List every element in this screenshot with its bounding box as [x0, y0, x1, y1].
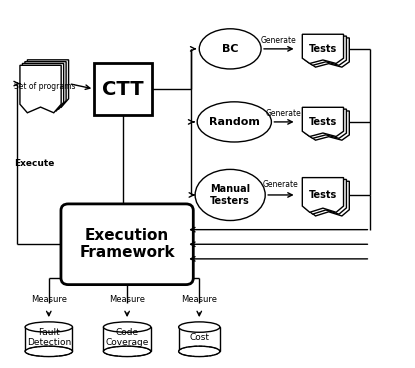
Text: CTT: CTT [102, 79, 144, 99]
Text: Manual
Testers: Manual Testers [210, 184, 250, 206]
Text: BC: BC [222, 44, 239, 54]
Text: Tests: Tests [309, 44, 337, 54]
Ellipse shape [178, 322, 220, 332]
Ellipse shape [197, 102, 271, 142]
Polygon shape [20, 65, 61, 113]
Text: Cost: Cost [189, 333, 209, 342]
Polygon shape [178, 327, 220, 351]
Ellipse shape [199, 29, 261, 69]
Text: Tests: Tests [309, 117, 337, 127]
Text: Generate: Generate [261, 36, 297, 45]
Ellipse shape [178, 346, 220, 357]
Polygon shape [305, 36, 347, 65]
Polygon shape [27, 60, 68, 107]
Ellipse shape [103, 346, 151, 357]
Ellipse shape [25, 322, 73, 332]
FancyBboxPatch shape [94, 63, 152, 114]
Ellipse shape [25, 346, 73, 357]
Polygon shape [308, 181, 349, 216]
Polygon shape [305, 180, 347, 214]
Text: Measure: Measure [31, 294, 67, 304]
Polygon shape [103, 327, 151, 351]
Text: Random: Random [209, 117, 260, 127]
Polygon shape [302, 107, 344, 137]
Text: Fault
Detection: Fault Detection [27, 328, 71, 347]
Polygon shape [308, 38, 349, 67]
Text: Set of programs: Set of programs [14, 82, 75, 91]
Text: Generate: Generate [266, 109, 302, 118]
Text: Tests: Tests [309, 190, 337, 200]
Polygon shape [308, 111, 349, 140]
Polygon shape [25, 327, 73, 351]
FancyBboxPatch shape [61, 204, 193, 284]
Text: Code
Coverage: Code Coverage [105, 328, 149, 347]
Text: Measure: Measure [181, 294, 217, 304]
Polygon shape [22, 63, 63, 111]
Polygon shape [302, 178, 344, 212]
Ellipse shape [103, 322, 151, 332]
Text: Generate: Generate [263, 180, 299, 189]
Polygon shape [302, 34, 344, 63]
Text: Measure: Measure [109, 294, 145, 304]
Polygon shape [305, 109, 347, 138]
Polygon shape [25, 62, 66, 109]
Ellipse shape [195, 169, 265, 220]
Text: Execute: Execute [14, 159, 54, 169]
Text: Execution
Framework: Execution Framework [79, 228, 175, 261]
